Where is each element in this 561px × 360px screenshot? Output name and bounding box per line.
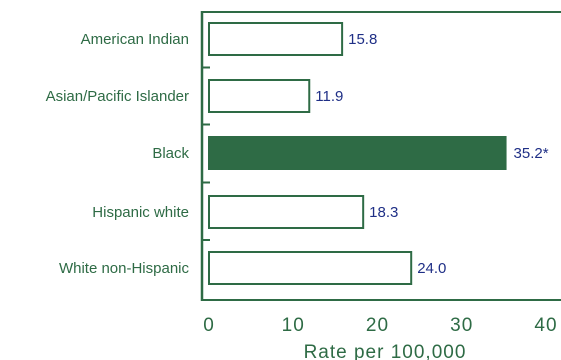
x-tick-label: 10 bbox=[282, 315, 305, 336]
x-tick-label: 30 bbox=[450, 315, 473, 336]
value-label: 35.2* bbox=[514, 145, 549, 162]
x-tick-label: 20 bbox=[366, 315, 389, 336]
category-label: Asian/Pacific Islander bbox=[46, 88, 189, 105]
category-label: Black bbox=[152, 145, 189, 162]
value-label: 11.9 bbox=[315, 88, 343, 105]
x-axis-title: Rate per 100,000 bbox=[304, 342, 467, 360]
bar-black bbox=[208, 136, 507, 170]
bar-asian-pacific-islander bbox=[208, 79, 311, 113]
category-label: Hispanic white bbox=[92, 204, 189, 221]
value-label: 18.3 bbox=[369, 204, 398, 221]
value-label: 15.8 bbox=[348, 31, 377, 48]
value-label: 24.0 bbox=[417, 260, 446, 277]
bar-american-indian bbox=[208, 22, 344, 56]
bar-hispanic-white bbox=[208, 195, 365, 229]
category-label: American Indian bbox=[81, 31, 189, 48]
bar-white-non-hispanic bbox=[208, 251, 413, 285]
x-tick-label: 40 bbox=[534, 315, 557, 336]
category-label: White non-Hispanic bbox=[59, 260, 190, 277]
x-tick-label: 0 bbox=[203, 315, 215, 336]
